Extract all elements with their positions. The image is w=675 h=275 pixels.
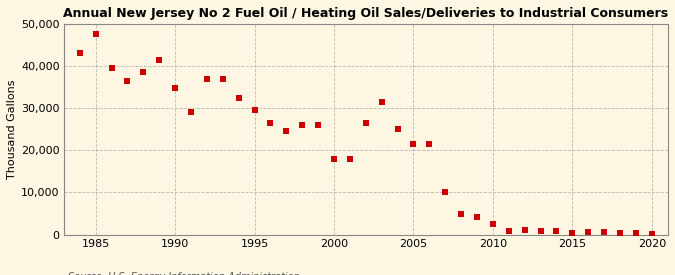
Point bbox=[472, 214, 483, 219]
Point bbox=[169, 85, 180, 90]
Point bbox=[440, 190, 451, 195]
Point bbox=[217, 76, 228, 81]
Y-axis label: Thousand Gallons: Thousand Gallons bbox=[7, 79, 17, 179]
Point bbox=[106, 66, 117, 70]
Point bbox=[630, 231, 641, 236]
Point bbox=[249, 108, 260, 112]
Point bbox=[344, 156, 355, 161]
Point bbox=[504, 229, 514, 233]
Point bbox=[360, 121, 371, 125]
Point bbox=[487, 222, 498, 226]
Title: Annual New Jersey No 2 Fuel Oil / Heating Oil Sales/Deliveries to Industrial Con: Annual New Jersey No 2 Fuel Oil / Heatin… bbox=[63, 7, 668, 20]
Point bbox=[313, 123, 323, 127]
Point bbox=[392, 127, 403, 131]
Point bbox=[535, 229, 546, 233]
Point bbox=[519, 228, 530, 233]
Point bbox=[281, 129, 292, 134]
Point bbox=[74, 51, 85, 56]
Point bbox=[615, 231, 626, 235]
Point bbox=[138, 70, 148, 75]
Point bbox=[234, 95, 244, 100]
Point bbox=[122, 79, 133, 83]
Point bbox=[297, 123, 308, 127]
Point bbox=[329, 156, 340, 161]
Point bbox=[647, 232, 657, 236]
Point bbox=[599, 230, 610, 234]
Point bbox=[551, 229, 562, 233]
Point bbox=[567, 230, 578, 235]
Point bbox=[424, 142, 435, 146]
Point bbox=[456, 212, 466, 217]
Point bbox=[186, 110, 196, 115]
Text: Source: U.S. Energy Information Administration: Source: U.S. Energy Information Administ… bbox=[68, 273, 299, 275]
Point bbox=[583, 230, 593, 234]
Point bbox=[202, 76, 213, 81]
Point bbox=[376, 100, 387, 104]
Point bbox=[265, 121, 276, 125]
Point bbox=[90, 32, 101, 37]
Point bbox=[154, 57, 165, 62]
Point bbox=[408, 142, 419, 146]
